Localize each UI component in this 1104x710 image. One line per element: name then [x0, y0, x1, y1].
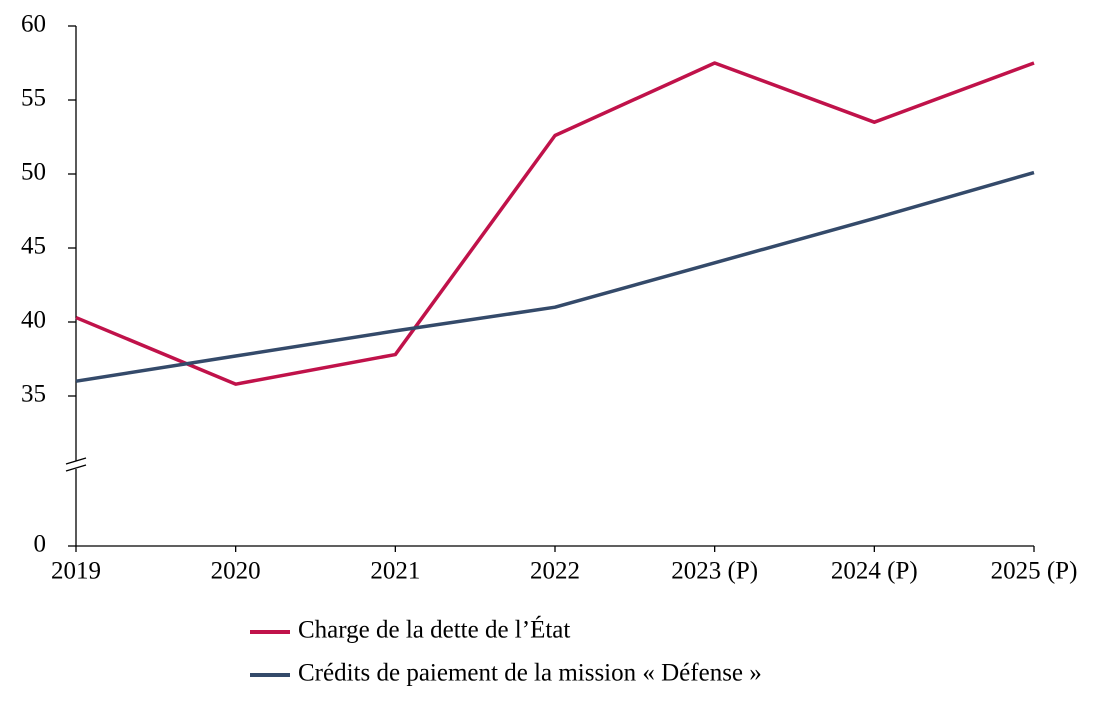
- axis-break: [65, 464, 87, 472]
- x-tick-label: 2025 (P): [991, 558, 1078, 585]
- y-tick-label: 35: [21, 381, 46, 408]
- x-tick-label: 2022: [530, 558, 580, 585]
- x-tick-label: 2024 (P): [831, 558, 918, 585]
- line: [75, 170, 1035, 383]
- x-tick-label: 2019: [51, 558, 101, 585]
- x-tick-label: 2020: [211, 558, 261, 585]
- x-tick-label: 2023 (P): [671, 558, 758, 585]
- axis-break-gap: [66, 461, 86, 469]
- y-tick-label: 50: [21, 159, 46, 186]
- y-tick-label: 0: [34, 531, 47, 558]
- legend-label: Charge de la dette de l’État: [298, 616, 570, 644]
- y-tick-label: 60: [21, 11, 46, 38]
- y-tick-label: 45: [21, 233, 46, 260]
- y-tick-label: 55: [21, 85, 46, 112]
- line: [75, 61, 1035, 386]
- x-tick-label: 2021: [370, 558, 420, 585]
- legend-label: Crédits de paiement de la mission « Défe…: [298, 660, 762, 687]
- y-tick-label: 40: [21, 307, 46, 334]
- axis-break: [65, 457, 87, 465]
